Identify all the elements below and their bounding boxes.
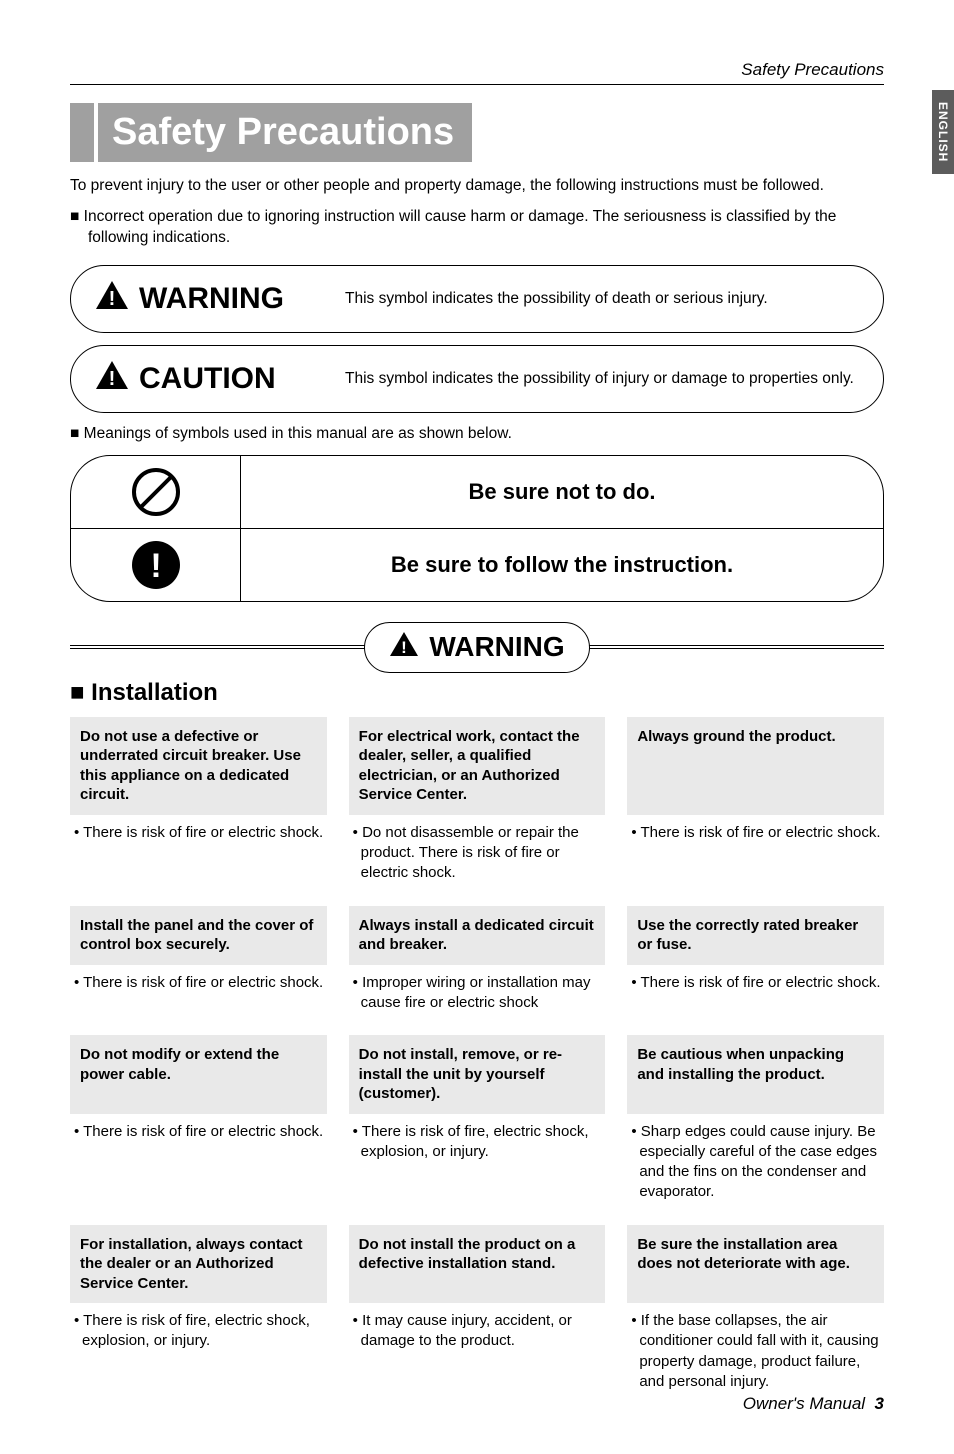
divider-line-right (588, 645, 884, 649)
rh: Do not use a defective or underrated cir… (70, 717, 327, 815)
warning-label-text: WARNING (139, 282, 284, 316)
svg-text:!: ! (109, 288, 116, 310)
warning-section-divider: ! WARNING (70, 622, 884, 673)
rb: • There is risk of fire, electric shock,… (349, 1114, 606, 1211)
divider-line-left (70, 645, 366, 649)
warning-triangle-icon: ! (95, 280, 129, 318)
rb: • There is risk of fire or electric shoc… (70, 815, 327, 892)
page-footer: Owner's Manual 3 (743, 1394, 884, 1414)
rh: For installation, always contact the dea… (70, 1225, 327, 1304)
prohibit-text: Be sure not to do. (241, 465, 883, 519)
rb: • There is risk of fire or electric shoc… (70, 965, 327, 1022)
follow-icon: ! (71, 529, 241, 601)
rh: Be cautious when unpacking and installin… (627, 1035, 884, 1114)
intro-text: To prevent injury to the user or other p… (70, 176, 884, 197)
rh: Install the panel and the cover of contr… (70, 906, 327, 965)
title-accent-bar (70, 103, 94, 162)
rh: Always ground the product. (627, 717, 884, 815)
rb: • There is risk of fire or electric shoc… (627, 965, 884, 1022)
row-2: Install the panel and the cover of contr… (70, 906, 884, 1022)
caution-desc: This symbol indicates the possibility of… (345, 370, 854, 388)
title-row: Safety Precautions (70, 103, 884, 162)
caution-label: ! CAUTION (95, 360, 345, 398)
rb: • There is risk of fire or electric shoc… (70, 1114, 327, 1211)
rb: • Do not disassemble or repair the produ… (349, 815, 606, 892)
rb: • Sharp edges could cause injury. Be esp… (627, 1114, 884, 1211)
language-tab: ENGLISH (932, 90, 954, 174)
rh: Do not install, remove, or re-install th… (349, 1035, 606, 1114)
rh: Always install a dedicated circuit and b… (349, 906, 606, 965)
rh: Do not install the product on a defectiv… (349, 1225, 606, 1304)
symbol-row-follow: ! Be sure to follow the instruction. (71, 528, 883, 601)
follow-text: Be sure to follow the instruction. (241, 538, 883, 592)
rh: Use the correctly rated breaker or fuse. (627, 906, 884, 965)
caution-triangle-icon: ! (95, 360, 129, 398)
rb: • It may cause injury, accident, or dama… (349, 1303, 606, 1400)
meanings-text: Meanings of symbols used in this manual … (70, 425, 884, 443)
row-1: Do not use a defective or underrated cir… (70, 717, 884, 892)
divider-pill: ! WARNING (364, 622, 589, 673)
rb: • There is risk of fire, electric shock,… (70, 1303, 327, 1400)
header-topic: Safety Precautions (741, 60, 884, 79)
rh: For electrical work, contact the dealer,… (349, 717, 606, 815)
page-title: Safety Precautions (98, 103, 472, 162)
rb: • If the base collapses, the air conditi… (627, 1303, 884, 1400)
rh: Be sure the installation area does not d… (627, 1225, 884, 1304)
footer-label: Owner's Manual (743, 1394, 865, 1413)
installation-heading: ■ Installation (70, 679, 884, 707)
footer-page: 3 (875, 1394, 884, 1413)
svg-text:!: ! (402, 638, 408, 657)
rh: Do not modify or extend the power cable. (70, 1035, 327, 1114)
warning-desc: This symbol indicates the possibility of… (345, 290, 768, 308)
rb: • Improper wiring or installation may ca… (349, 965, 606, 1022)
divider-label: WARNING (429, 631, 564, 663)
prohibit-icon (71, 456, 241, 528)
warning-label: ! WARNING (95, 280, 345, 318)
warning-callout: ! WARNING This symbol indicates the poss… (70, 265, 884, 333)
symbol-table: Be sure not to do. ! Be sure to follow t… (70, 455, 884, 602)
caution-label-text: CAUTION (139, 362, 276, 396)
row-3: Do not modify or extend the power cable.… (70, 1035, 884, 1211)
svg-text:!: ! (150, 547, 161, 585)
divider-triangle-icon: ! (389, 631, 419, 664)
svg-text:!: ! (109, 368, 116, 390)
intro-bullet: Incorrect operation due to ignoring inst… (70, 207, 884, 249)
symbol-row-prohibit: Be sure not to do. (71, 456, 883, 528)
page-header: Safety Precautions (70, 60, 884, 85)
rb: • There is risk of fire or electric shoc… (627, 815, 884, 892)
row-4: For installation, always contact the dea… (70, 1225, 884, 1401)
caution-callout: ! CAUTION This symbol indicates the poss… (70, 345, 884, 413)
